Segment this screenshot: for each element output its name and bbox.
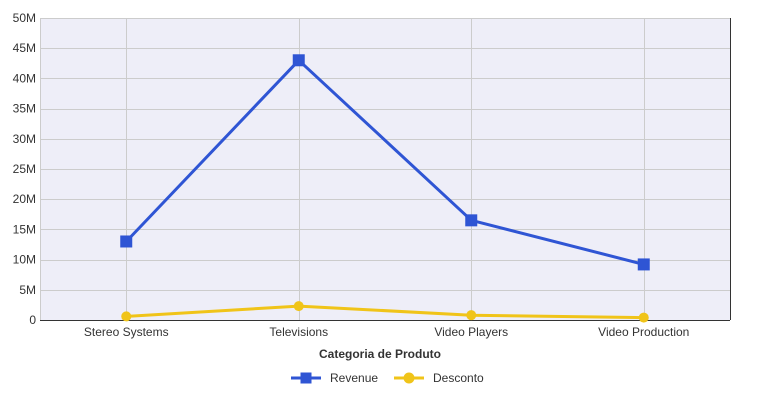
legend[interactable]: Revenue Desconto [291,371,484,385]
legend-label: Revenue [330,371,378,385]
legend-item-revenue[interactable]: Revenue [291,371,378,385]
series-revenue [120,54,650,271]
y-tick-label: 50M [13,11,36,25]
data-point[interactable] [465,214,478,227]
y-tick-label: 40M [13,71,36,85]
y-tick-label: 5M [19,283,36,297]
x-tick-label: Video Players [434,325,508,339]
y-axis-tick-labels: 0 5M 10M 15M 20M 25M 30M 35M 40M 45M 50M [13,11,37,327]
y-tick-label: 10M [13,253,36,267]
y-tick-label: 45M [13,41,36,55]
grid-lines [40,18,730,321]
y-tick-label: 0 [29,313,36,327]
series-lines [120,54,650,323]
series-line [125,58,645,266]
y-tick-label: 30M [13,132,36,146]
y-tick-label: 20M [13,192,36,206]
x-tick-label: Stereo Systems [84,325,169,339]
x-tick-label: Video Production [598,325,689,339]
legend-item-desconto[interactable]: Desconto [394,371,484,385]
y-tick-label: 25M [13,162,36,176]
data-point[interactable] [637,258,650,271]
legend-marker [300,372,312,384]
data-point[interactable] [121,311,132,322]
y-tick-label: 15M [13,222,36,236]
legend-label: Desconto [433,371,484,385]
x-tick-label: Televisions [269,325,328,339]
y-tick-label: 35M [13,102,36,116]
series-desconto [121,301,649,323]
data-point[interactable] [120,235,133,248]
legend-marker [403,372,415,384]
x-axis-tick-labels: Stereo Systems Televisions Video Players Vi… [84,325,689,339]
data-point[interactable] [638,312,649,323]
series-line [126,304,644,320]
data-point[interactable] [466,310,477,321]
data-point[interactable] [292,54,305,67]
axes [40,18,731,321]
x-axis-title: Categoria de Produto [319,347,441,361]
data-point[interactable] [293,301,304,312]
